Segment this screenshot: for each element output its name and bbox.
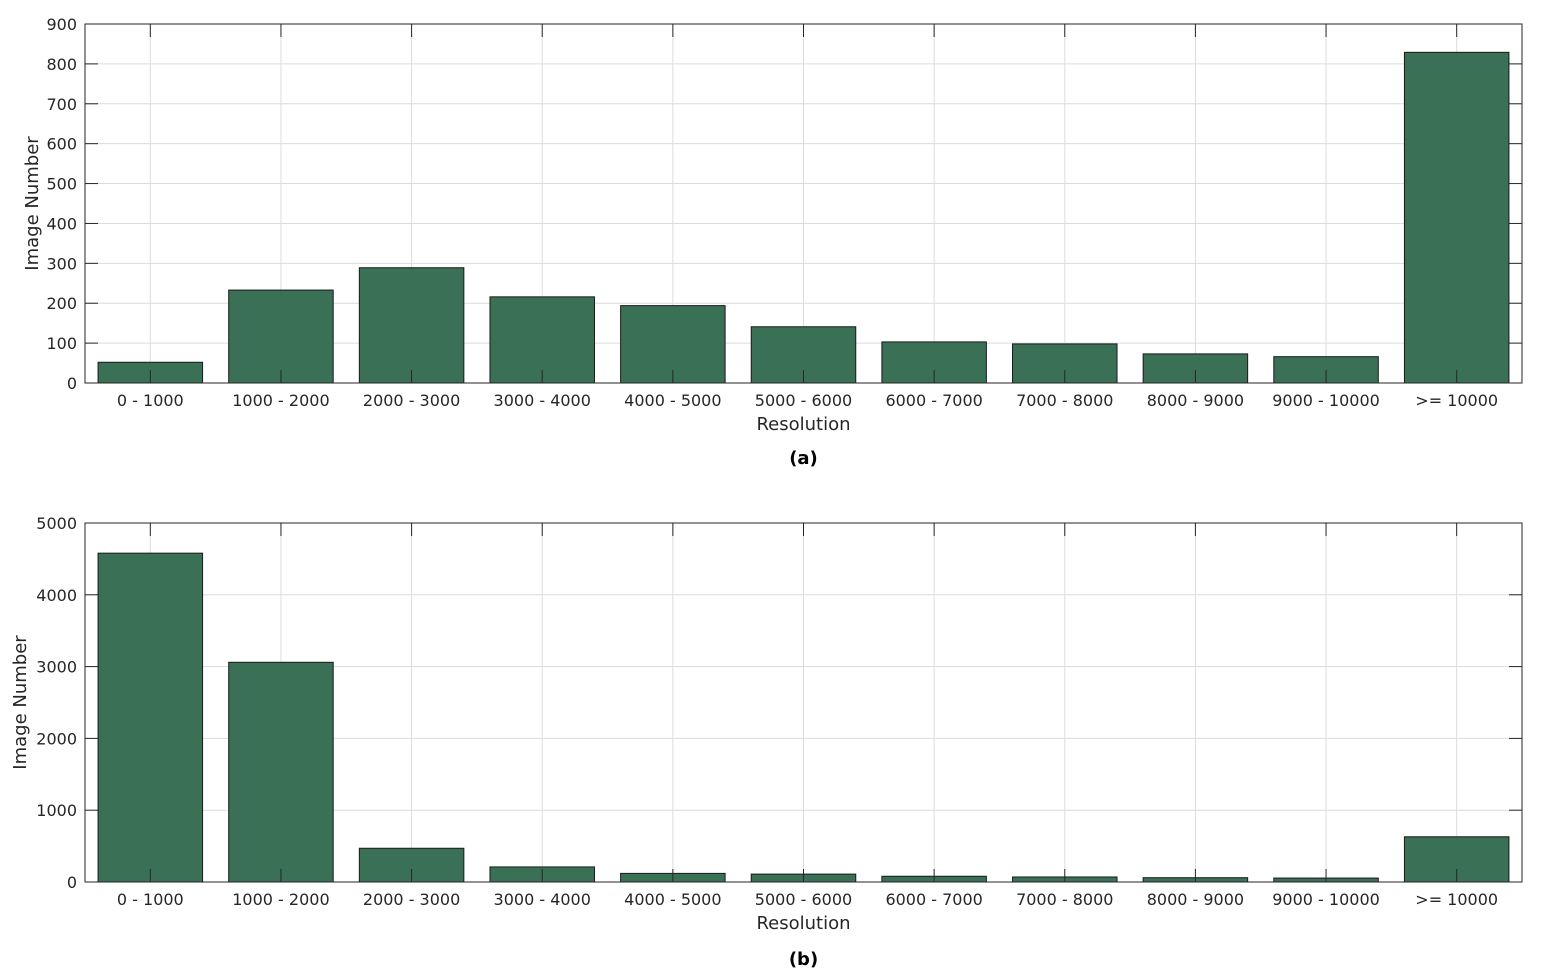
axes-frame — [84, 522, 1523, 883]
y-axis-label: Image Number — [22, 136, 43, 271]
x-tick-label: >= 10000 — [1415, 391, 1498, 410]
y-tick-label: 200 — [46, 294, 77, 313]
bar-3 — [358, 267, 465, 384]
x-tick-label: 5000 - 6000 — [755, 890, 852, 909]
x-tick-label: >= 10000 — [1415, 890, 1498, 909]
panel-caption: (b) — [789, 949, 818, 970]
y-tick-label: 0 — [67, 374, 77, 393]
x-tick-label: 2000 - 3000 — [363, 890, 460, 909]
y-tick-label: 0 — [67, 873, 77, 892]
panel-caption: (a) — [789, 448, 818, 469]
x-tick-label: 7000 - 8000 — [1016, 391, 1113, 410]
y-tick-label: 800 — [46, 55, 77, 74]
x-tick-label: 1000 - 2000 — [232, 391, 329, 410]
y-tick-label: 3000 — [36, 658, 77, 677]
x-tick-label: 5000 - 6000 — [755, 391, 852, 410]
x-tick-label: 3000 - 4000 — [494, 890, 591, 909]
x-tick-label: 0 - 1000 — [117, 391, 184, 410]
y-tick-label: 300 — [46, 254, 77, 273]
x-tick-label: 3000 - 4000 — [494, 391, 591, 410]
x-tick-label: 8000 - 9000 — [1147, 890, 1244, 909]
chart-panel-b: 0 1000 2000 3000 4000 5000 0 - 1000 1000 - 2000… — [10, 514, 1523, 970]
x-tick-label: 6000 - 7000 — [885, 391, 982, 410]
x-axis-label: Resolution — [756, 913, 850, 934]
y-tick-label: 2000 — [36, 729, 77, 748]
y-tick-label: 400 — [46, 214, 77, 233]
x-tick-label: 9000 - 10000 — [1272, 890, 1380, 909]
bar-2 — [228, 289, 334, 384]
y-tick-label: 1000 — [36, 801, 77, 820]
y-tick-label: 100 — [46, 334, 77, 353]
y-tick-label: 700 — [46, 95, 77, 114]
x-tick-label: 4000 - 5000 — [624, 391, 721, 410]
x-tick-label: 8000 - 9000 — [1147, 391, 1244, 410]
x-tick-label: 6000 - 7000 — [885, 890, 982, 909]
bar-2 — [228, 661, 334, 883]
y-tick-label: 900 — [46, 15, 77, 34]
x-tick-label: 9000 - 10000 — [1272, 391, 1380, 410]
x-tick-label: 2000 - 3000 — [363, 391, 460, 410]
y-tick-label: 4000 — [36, 586, 77, 605]
x-tick-label: 1000 - 2000 — [232, 890, 329, 909]
y-tick-label: 5000 — [36, 514, 77, 533]
y-tick-label: 500 — [46, 175, 77, 194]
axes-frame — [84, 23, 1523, 384]
bar-4 — [489, 296, 595, 384]
bar-1 — [97, 552, 204, 883]
bar-11 — [1403, 51, 1510, 384]
x-tick-label: 4000 - 5000 — [624, 890, 721, 909]
chart-panel-a: 0 100 200 300 400 500 600 700 800 900 0 - 1000 1000… — [22, 15, 1523, 469]
x-tick-label: 7000 - 8000 — [1016, 890, 1113, 909]
y-axis-label: Image Number — [10, 635, 31, 770]
x-tick-label: 0 - 1000 — [117, 890, 184, 909]
y-tick-label: 600 — [46, 135, 77, 154]
x-axis-label: Resolution — [756, 414, 850, 435]
